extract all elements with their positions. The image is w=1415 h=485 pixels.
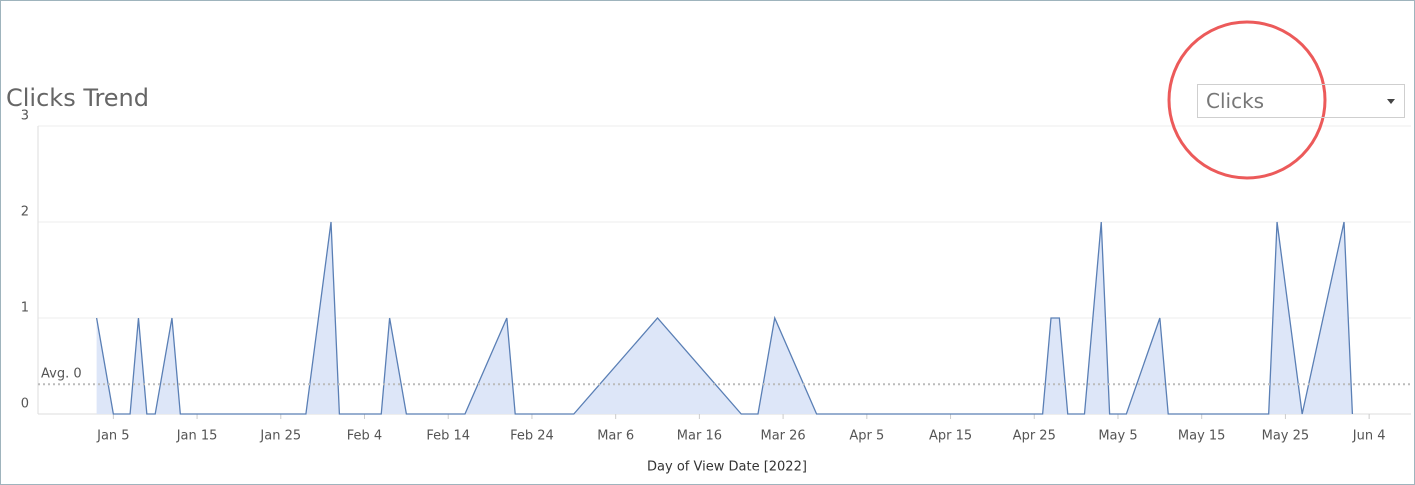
x-tick-label: Feb 14 bbox=[426, 429, 470, 444]
x-tick-label: Jan 5 bbox=[96, 429, 129, 444]
x-tick-label: Apr 25 bbox=[1013, 429, 1056, 444]
x-tick-label: Mar 6 bbox=[597, 429, 634, 444]
chart-title: Clicks Trend bbox=[6, 84, 149, 112]
x-tick-label: Jan 25 bbox=[259, 429, 301, 444]
x-tick-label: Mar 26 bbox=[761, 429, 806, 444]
x-tick-label: Jun 4 bbox=[1352, 429, 1386, 444]
measure-dropdown[interactable]: Clicks bbox=[1197, 84, 1405, 118]
x-tick-label: May 5 bbox=[1098, 429, 1137, 444]
x-tick-label: May 15 bbox=[1178, 429, 1226, 444]
x-tick-label: Apr 5 bbox=[849, 429, 884, 444]
x-axis-title: Day of View Date [2022] bbox=[647, 460, 807, 475]
x-tick-label: Feb 4 bbox=[347, 429, 382, 444]
dropdown-value: Clicks bbox=[1206, 89, 1265, 113]
x-tick-label: Apr 15 bbox=[929, 429, 972, 444]
dropdown-arrow bbox=[1387, 99, 1395, 104]
y-tick-label: 2 bbox=[21, 205, 29, 220]
highlight-circle bbox=[1167, 20, 1327, 180]
x-tick-label: Jan 15 bbox=[176, 429, 218, 444]
area-fill bbox=[96, 222, 1353, 414]
y-tick-label: 1 bbox=[21, 301, 29, 316]
y-tick-label: 3 bbox=[21, 109, 29, 124]
average-label: Avg. 0 bbox=[41, 367, 82, 382]
x-tick-label: Feb 24 bbox=[510, 429, 554, 444]
y-tick-label: 0 bbox=[21, 397, 29, 412]
line bbox=[95, 221, 1354, 415]
x-tick-label: Mar 16 bbox=[677, 429, 722, 444]
x-tick-label: May 25 bbox=[1262, 429, 1310, 444]
